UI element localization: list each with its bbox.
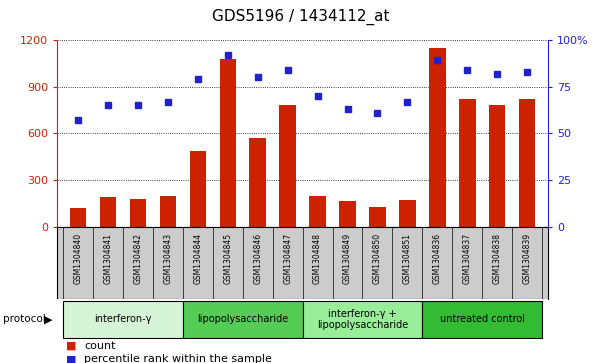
Bar: [310, 196, 326, 227]
Bar: [459, 99, 475, 227]
Text: percentile rank within the sample: percentile rank within the sample: [84, 354, 272, 363]
Text: GSM1304848: GSM1304848: [313, 233, 322, 284]
FancyBboxPatch shape: [183, 301, 303, 338]
Text: untreated control: untreated control: [440, 314, 525, 325]
Text: GSM1304836: GSM1304836: [433, 233, 442, 284]
Text: ▶: ▶: [44, 314, 52, 325]
Text: protocol: protocol: [3, 314, 46, 325]
Text: count: count: [84, 340, 115, 351]
Text: GSM1304846: GSM1304846: [253, 233, 262, 284]
Text: GSM1304842: GSM1304842: [133, 233, 142, 284]
Text: GSM1304850: GSM1304850: [373, 233, 382, 284]
Text: GSM1304838: GSM1304838: [493, 233, 502, 284]
Text: lipopolysaccharide: lipopolysaccharide: [197, 314, 288, 325]
Bar: [369, 207, 386, 227]
Text: GSM1304847: GSM1304847: [283, 233, 292, 284]
Bar: [130, 199, 146, 227]
Bar: [279, 105, 296, 227]
Text: GDS5196 / 1434112_at: GDS5196 / 1434112_at: [212, 9, 389, 25]
Bar: [429, 48, 445, 227]
Bar: [340, 201, 356, 227]
Text: ■: ■: [66, 340, 76, 351]
Text: GSM1304844: GSM1304844: [194, 233, 203, 284]
Text: GSM1304845: GSM1304845: [223, 233, 232, 284]
Text: GSM1304849: GSM1304849: [343, 233, 352, 284]
Text: interferon-γ +
lipopolysaccharide: interferon-γ + lipopolysaccharide: [317, 309, 408, 330]
Text: GSM1304840: GSM1304840: [73, 233, 82, 284]
FancyBboxPatch shape: [303, 301, 423, 338]
Bar: [489, 105, 505, 227]
Bar: [100, 197, 116, 227]
Bar: [70, 208, 87, 227]
Bar: [189, 151, 206, 227]
Text: GSM1304837: GSM1304837: [463, 233, 472, 284]
FancyBboxPatch shape: [63, 301, 183, 338]
Text: GSM1304839: GSM1304839: [523, 233, 532, 284]
Text: GSM1304841: GSM1304841: [103, 233, 112, 284]
Bar: [219, 58, 236, 227]
Text: GSM1304843: GSM1304843: [163, 233, 172, 284]
Text: ■: ■: [66, 354, 76, 363]
Bar: [399, 200, 416, 227]
Text: interferon-γ: interferon-γ: [94, 314, 151, 325]
Bar: [249, 138, 266, 227]
Bar: [160, 196, 176, 227]
FancyBboxPatch shape: [423, 301, 542, 338]
Bar: [519, 99, 535, 227]
Text: GSM1304851: GSM1304851: [403, 233, 412, 284]
